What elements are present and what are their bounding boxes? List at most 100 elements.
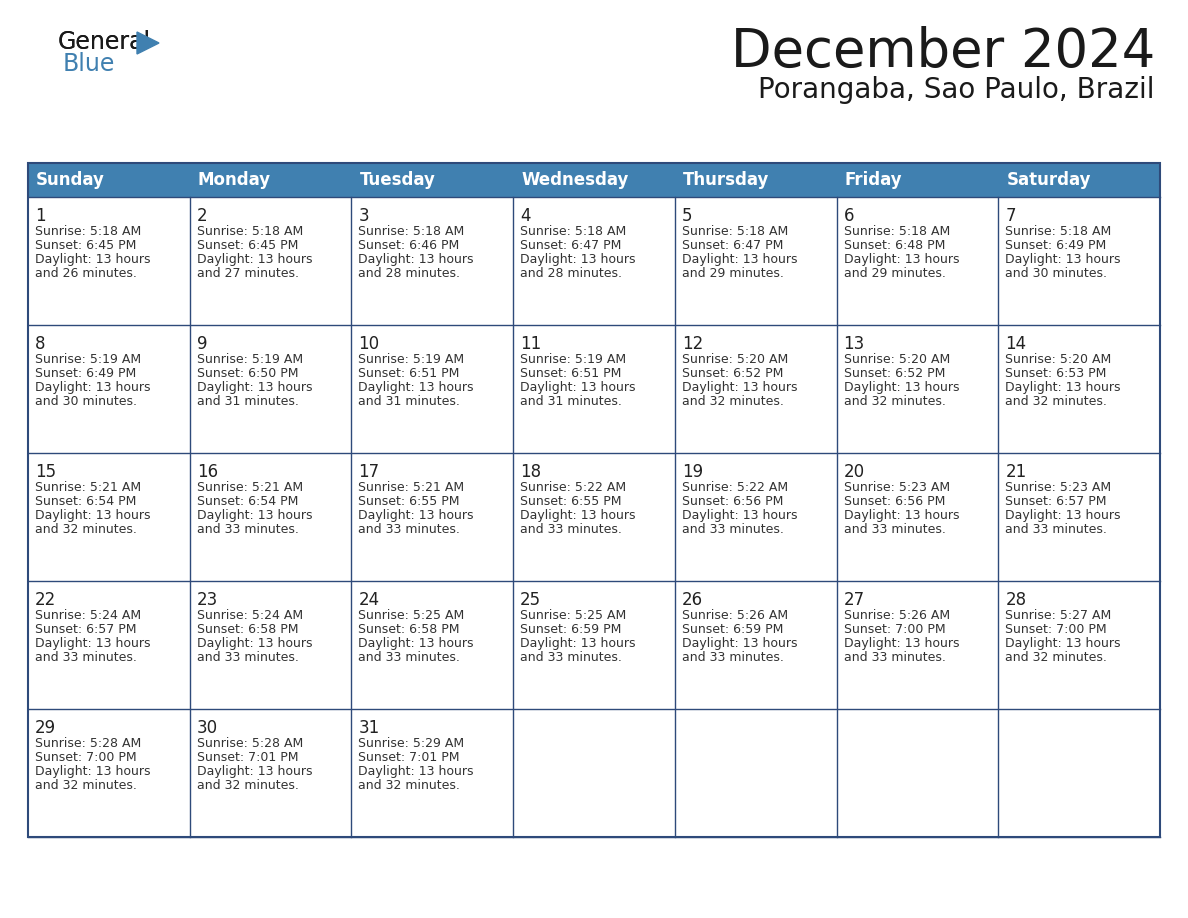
Text: Sunrise: 5:24 AM: Sunrise: 5:24 AM xyxy=(34,609,141,622)
Text: and 32 minutes.: and 32 minutes. xyxy=(359,779,460,792)
Text: and 33 minutes.: and 33 minutes. xyxy=(197,523,298,536)
Text: 18: 18 xyxy=(520,463,542,481)
Text: Sunset: 6:49 PM: Sunset: 6:49 PM xyxy=(1005,239,1106,252)
Text: and 31 minutes.: and 31 minutes. xyxy=(197,395,298,408)
Text: 22: 22 xyxy=(34,591,56,609)
Text: and 29 minutes.: and 29 minutes. xyxy=(682,267,784,280)
Text: 30: 30 xyxy=(197,719,217,737)
Text: and 28 minutes.: and 28 minutes. xyxy=(520,267,623,280)
Text: Sunset: 6:52 PM: Sunset: 6:52 PM xyxy=(682,367,783,380)
Text: Sunset: 6:55 PM: Sunset: 6:55 PM xyxy=(520,495,621,508)
Text: Sunset: 6:45 PM: Sunset: 6:45 PM xyxy=(34,239,137,252)
Text: 9: 9 xyxy=(197,335,207,353)
Text: Thursday: Thursday xyxy=(683,171,770,189)
Text: Daylight: 13 hours: Daylight: 13 hours xyxy=(1005,637,1120,650)
Text: Wednesday: Wednesday xyxy=(522,171,628,189)
Text: Daylight: 13 hours: Daylight: 13 hours xyxy=(197,637,312,650)
Text: 2: 2 xyxy=(197,207,208,225)
Text: Daylight: 13 hours: Daylight: 13 hours xyxy=(843,509,959,522)
Text: and 33 minutes.: and 33 minutes. xyxy=(34,651,137,664)
Text: Saturday: Saturday xyxy=(1006,171,1091,189)
Text: Daylight: 13 hours: Daylight: 13 hours xyxy=(520,381,636,394)
Text: Sunset: 6:53 PM: Sunset: 6:53 PM xyxy=(1005,367,1107,380)
Text: Daylight: 13 hours: Daylight: 13 hours xyxy=(1005,509,1120,522)
Text: Sunrise: 5:18 AM: Sunrise: 5:18 AM xyxy=(843,225,950,238)
Text: Sunrise: 5:21 AM: Sunrise: 5:21 AM xyxy=(34,481,141,494)
Text: Sunrise: 5:19 AM: Sunrise: 5:19 AM xyxy=(520,353,626,366)
Text: Sunset: 6:45 PM: Sunset: 6:45 PM xyxy=(197,239,298,252)
Text: Sunset: 6:57 PM: Sunset: 6:57 PM xyxy=(1005,495,1107,508)
Text: and 33 minutes.: and 33 minutes. xyxy=(359,651,460,664)
Text: Sunrise: 5:20 AM: Sunrise: 5:20 AM xyxy=(843,353,950,366)
Bar xyxy=(29,163,1159,197)
Text: 12: 12 xyxy=(682,335,703,353)
Text: Daylight: 13 hours: Daylight: 13 hours xyxy=(1005,253,1120,266)
Text: 10: 10 xyxy=(359,335,379,353)
Text: 24: 24 xyxy=(359,591,379,609)
Text: 31: 31 xyxy=(359,719,380,737)
Text: Sunrise: 5:20 AM: Sunrise: 5:20 AM xyxy=(682,353,788,366)
Text: Sunrise: 5:18 AM: Sunrise: 5:18 AM xyxy=(197,225,303,238)
Text: Daylight: 13 hours: Daylight: 13 hours xyxy=(34,509,151,522)
Text: Sunrise: 5:25 AM: Sunrise: 5:25 AM xyxy=(520,609,626,622)
Text: Sunrise: 5:25 AM: Sunrise: 5:25 AM xyxy=(359,609,465,622)
Text: Daylight: 13 hours: Daylight: 13 hours xyxy=(682,509,797,522)
Text: Sunset: 6:54 PM: Sunset: 6:54 PM xyxy=(34,495,137,508)
Text: Sunrise: 5:23 AM: Sunrise: 5:23 AM xyxy=(1005,481,1112,494)
Text: 16: 16 xyxy=(197,463,217,481)
Text: and 27 minutes.: and 27 minutes. xyxy=(197,267,298,280)
Text: Sunset: 6:59 PM: Sunset: 6:59 PM xyxy=(682,623,783,636)
Text: Sunset: 6:50 PM: Sunset: 6:50 PM xyxy=(197,367,298,380)
Text: and 32 minutes.: and 32 minutes. xyxy=(197,779,298,792)
Polygon shape xyxy=(137,32,159,54)
Text: and 33 minutes.: and 33 minutes. xyxy=(520,523,623,536)
Text: Sunrise: 5:29 AM: Sunrise: 5:29 AM xyxy=(359,737,465,750)
Text: Daylight: 13 hours: Daylight: 13 hours xyxy=(359,765,474,778)
Text: Sunrise: 5:18 AM: Sunrise: 5:18 AM xyxy=(34,225,141,238)
Text: and 31 minutes.: and 31 minutes. xyxy=(359,395,460,408)
Text: Daylight: 13 hours: Daylight: 13 hours xyxy=(682,253,797,266)
Text: Sunrise: 5:28 AM: Sunrise: 5:28 AM xyxy=(34,737,141,750)
Text: 26: 26 xyxy=(682,591,703,609)
Text: Daylight: 13 hours: Daylight: 13 hours xyxy=(843,637,959,650)
Text: Sunrise: 5:21 AM: Sunrise: 5:21 AM xyxy=(197,481,303,494)
Text: 5: 5 xyxy=(682,207,693,225)
Text: and 28 minutes.: and 28 minutes. xyxy=(359,267,461,280)
Text: Daylight: 13 hours: Daylight: 13 hours xyxy=(682,381,797,394)
Text: Sunrise: 5:26 AM: Sunrise: 5:26 AM xyxy=(682,609,788,622)
Text: Sunrise: 5:26 AM: Sunrise: 5:26 AM xyxy=(843,609,949,622)
Text: Monday: Monday xyxy=(197,171,271,189)
Text: and 26 minutes.: and 26 minutes. xyxy=(34,267,137,280)
Text: 13: 13 xyxy=(843,335,865,353)
Text: Sunrise: 5:22 AM: Sunrise: 5:22 AM xyxy=(682,481,788,494)
Text: Sunrise: 5:18 AM: Sunrise: 5:18 AM xyxy=(359,225,465,238)
Text: Sunrise: 5:28 AM: Sunrise: 5:28 AM xyxy=(197,737,303,750)
Text: 25: 25 xyxy=(520,591,542,609)
Text: and 30 minutes.: and 30 minutes. xyxy=(34,395,137,408)
Text: Sunset: 6:52 PM: Sunset: 6:52 PM xyxy=(843,367,944,380)
Text: Sunset: 7:00 PM: Sunset: 7:00 PM xyxy=(843,623,946,636)
Text: Sunset: 6:56 PM: Sunset: 6:56 PM xyxy=(682,495,783,508)
Text: and 31 minutes.: and 31 minutes. xyxy=(520,395,623,408)
Text: Daylight: 13 hours: Daylight: 13 hours xyxy=(359,253,474,266)
Text: Sunset: 6:46 PM: Sunset: 6:46 PM xyxy=(359,239,460,252)
Text: and 32 minutes.: and 32 minutes. xyxy=(843,395,946,408)
Text: 28: 28 xyxy=(1005,591,1026,609)
Text: General: General xyxy=(58,30,151,54)
Text: 21: 21 xyxy=(1005,463,1026,481)
Text: and 33 minutes.: and 33 minutes. xyxy=(359,523,460,536)
Text: Sunrise: 5:21 AM: Sunrise: 5:21 AM xyxy=(359,481,465,494)
Text: Sunrise: 5:27 AM: Sunrise: 5:27 AM xyxy=(1005,609,1112,622)
Text: Sunset: 6:48 PM: Sunset: 6:48 PM xyxy=(843,239,944,252)
Text: Sunset: 6:59 PM: Sunset: 6:59 PM xyxy=(520,623,621,636)
Text: Daylight: 13 hours: Daylight: 13 hours xyxy=(197,253,312,266)
Text: Friday: Friday xyxy=(845,171,902,189)
Text: Sunset: 7:01 PM: Sunset: 7:01 PM xyxy=(197,751,298,764)
Text: Sunrise: 5:20 AM: Sunrise: 5:20 AM xyxy=(1005,353,1112,366)
Text: Sunrise: 5:18 AM: Sunrise: 5:18 AM xyxy=(1005,225,1112,238)
Text: and 32 minutes.: and 32 minutes. xyxy=(1005,395,1107,408)
Text: Sunset: 6:58 PM: Sunset: 6:58 PM xyxy=(197,623,298,636)
Text: Daylight: 13 hours: Daylight: 13 hours xyxy=(682,637,797,650)
Text: and 33 minutes.: and 33 minutes. xyxy=(843,523,946,536)
Text: and 32 minutes.: and 32 minutes. xyxy=(682,395,784,408)
